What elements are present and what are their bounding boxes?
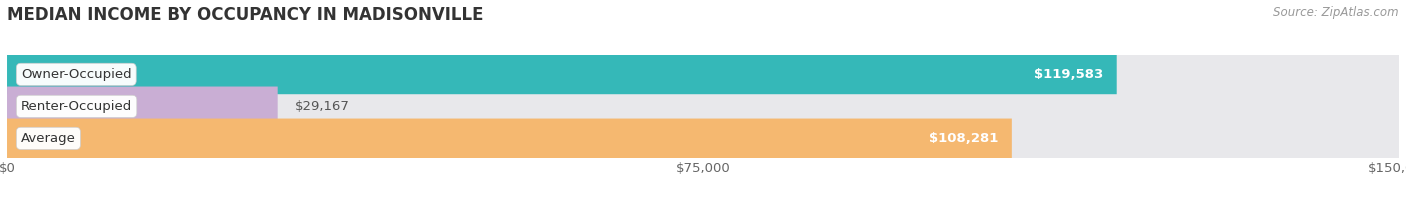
- FancyBboxPatch shape: [7, 119, 1012, 158]
- Text: $108,281: $108,281: [928, 132, 998, 145]
- FancyBboxPatch shape: [7, 86, 1399, 126]
- FancyBboxPatch shape: [7, 55, 1116, 94]
- FancyBboxPatch shape: [7, 86, 278, 126]
- Text: MEDIAN INCOME BY OCCUPANCY IN MADISONVILLE: MEDIAN INCOME BY OCCUPANCY IN MADISONVIL…: [7, 6, 484, 24]
- Text: Owner-Occupied: Owner-Occupied: [21, 68, 132, 81]
- Text: Source: ZipAtlas.com: Source: ZipAtlas.com: [1274, 6, 1399, 19]
- Text: $29,167: $29,167: [294, 100, 349, 113]
- FancyBboxPatch shape: [7, 55, 1399, 94]
- Text: $119,583: $119,583: [1033, 68, 1102, 81]
- Text: Average: Average: [21, 132, 76, 145]
- Text: Renter-Occupied: Renter-Occupied: [21, 100, 132, 113]
- FancyBboxPatch shape: [7, 119, 1399, 158]
